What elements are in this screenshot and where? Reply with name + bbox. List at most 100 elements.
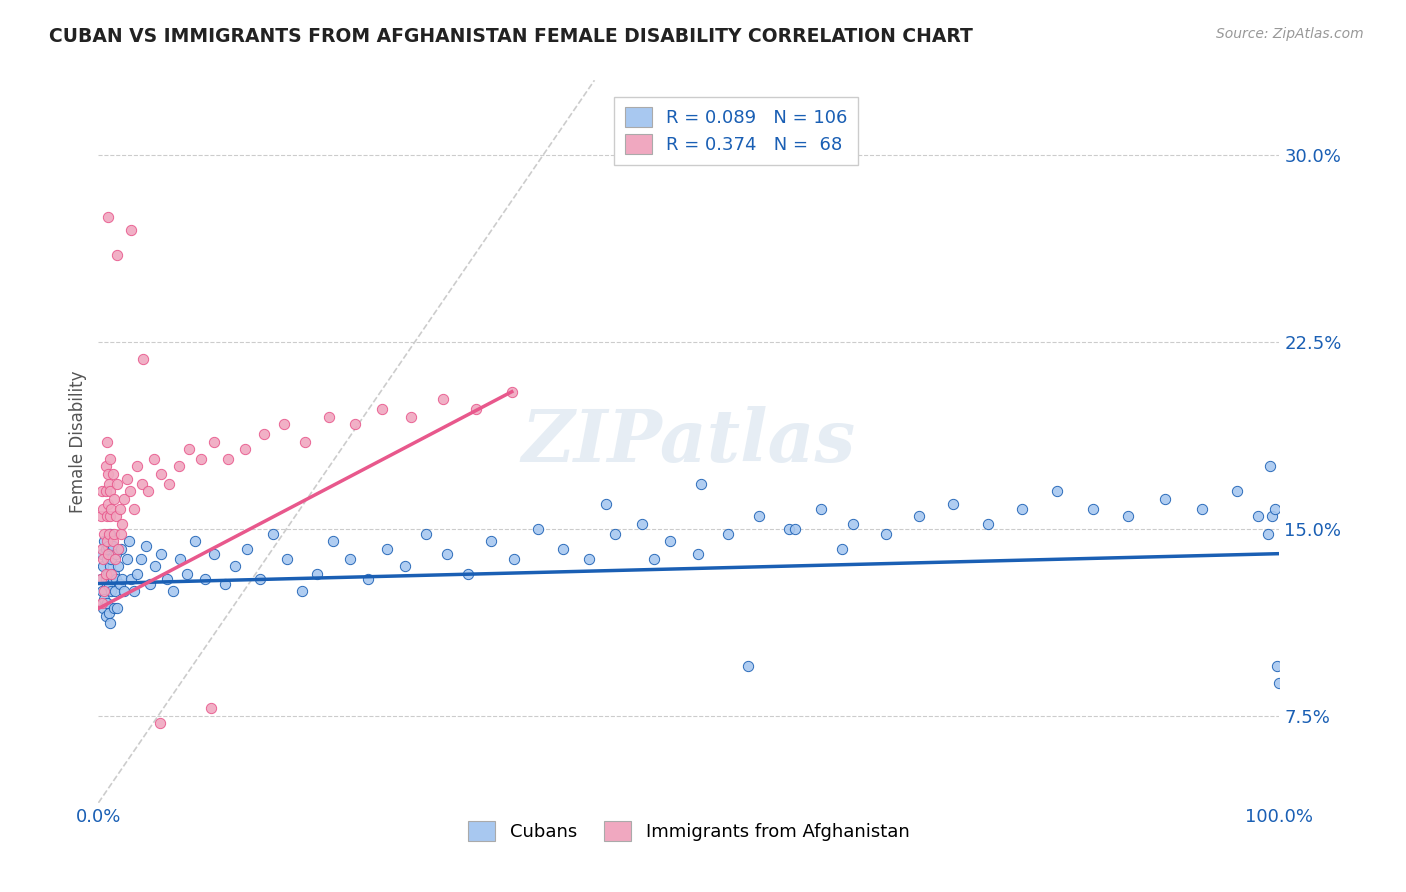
Point xyxy=(142,452,165,467)
Point xyxy=(96,576,118,591)
Point xyxy=(630,516,652,531)
Point xyxy=(401,409,423,424)
Point xyxy=(103,601,125,615)
Point xyxy=(1081,501,1104,516)
Point xyxy=(122,501,145,516)
Point xyxy=(120,484,142,499)
Point xyxy=(93,534,115,549)
Text: CUBAN VS IMMIGRANTS FROM AFGHANISTAN FEMALE DISABILITY CORRELATION CHART: CUBAN VS IMMIGRANTS FROM AFGHANISTAN FEM… xyxy=(49,27,973,45)
Point xyxy=(94,541,117,556)
Point xyxy=(1257,526,1279,541)
Point xyxy=(105,547,128,561)
Point xyxy=(977,516,1000,531)
Point xyxy=(100,501,122,516)
Point xyxy=(96,597,118,611)
Point xyxy=(343,417,366,431)
Point xyxy=(98,579,121,593)
Point xyxy=(104,551,127,566)
Point xyxy=(127,459,149,474)
Point xyxy=(176,566,198,581)
Point xyxy=(236,541,259,556)
Point xyxy=(156,572,179,586)
Point xyxy=(115,551,138,566)
Point xyxy=(94,566,117,581)
Point xyxy=(200,701,222,715)
Point xyxy=(139,576,162,591)
Point xyxy=(105,248,128,262)
Point xyxy=(479,534,502,549)
Point xyxy=(737,658,759,673)
Point xyxy=(112,491,135,506)
Point xyxy=(415,526,437,541)
Point xyxy=(93,584,115,599)
Point xyxy=(842,516,865,531)
Text: ZIPatlas: ZIPatlas xyxy=(522,406,856,477)
Point xyxy=(150,547,173,561)
Point xyxy=(167,459,190,474)
Point xyxy=(1264,501,1286,516)
Point xyxy=(908,509,931,524)
Point xyxy=(262,526,284,541)
Point xyxy=(778,522,800,536)
Point xyxy=(91,559,114,574)
Point xyxy=(97,547,120,561)
Point xyxy=(150,467,173,481)
Point xyxy=(121,572,143,586)
Point xyxy=(290,584,312,599)
Point xyxy=(1226,484,1249,499)
Point xyxy=(108,576,131,591)
Point xyxy=(98,476,121,491)
Point xyxy=(91,547,114,561)
Point xyxy=(339,551,361,566)
Point xyxy=(111,516,134,531)
Point xyxy=(98,607,121,621)
Point xyxy=(121,223,143,237)
Point xyxy=(432,392,454,407)
Point xyxy=(457,566,479,581)
Point xyxy=(115,472,138,486)
Point xyxy=(91,501,114,516)
Point xyxy=(94,609,117,624)
Point xyxy=(643,551,665,566)
Point xyxy=(194,572,217,586)
Point xyxy=(503,551,526,566)
Point xyxy=(103,526,125,541)
Point xyxy=(107,559,129,574)
Point xyxy=(105,476,128,491)
Point xyxy=(233,442,256,456)
Point xyxy=(122,584,145,599)
Point xyxy=(100,566,122,581)
Point xyxy=(135,539,157,553)
Point xyxy=(305,566,328,581)
Point xyxy=(101,572,124,586)
Point xyxy=(112,584,135,599)
Point xyxy=(688,547,710,561)
Point xyxy=(105,572,128,586)
Point xyxy=(136,484,159,499)
Point xyxy=(162,584,184,599)
Point xyxy=(603,526,626,541)
Point xyxy=(101,539,124,553)
Point xyxy=(202,547,225,561)
Point xyxy=(143,559,166,574)
Point xyxy=(810,501,832,516)
Point xyxy=(253,427,276,442)
Point xyxy=(465,402,488,417)
Y-axis label: Female Disability: Female Disability xyxy=(69,370,87,513)
Point xyxy=(748,509,770,524)
Point xyxy=(98,526,121,541)
Point xyxy=(1268,676,1291,690)
Point xyxy=(105,601,128,615)
Point xyxy=(318,409,340,424)
Point xyxy=(100,584,122,599)
Point xyxy=(93,526,115,541)
Point xyxy=(875,526,897,541)
Point xyxy=(91,597,114,611)
Point xyxy=(90,509,112,524)
Point xyxy=(111,572,134,586)
Point xyxy=(110,526,132,541)
Point xyxy=(96,551,118,566)
Point xyxy=(578,551,600,566)
Point xyxy=(689,476,711,491)
Point xyxy=(322,534,344,549)
